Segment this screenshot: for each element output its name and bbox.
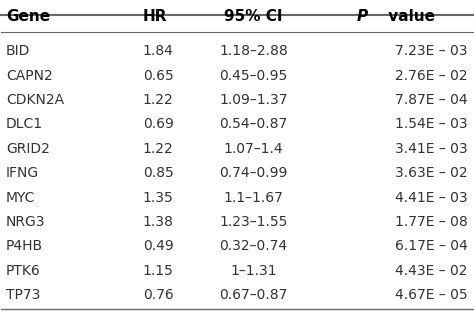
Text: 3.63E – 02: 3.63E – 02 bbox=[395, 166, 468, 180]
Text: 7.87E – 04: 7.87E – 04 bbox=[395, 93, 468, 107]
Text: 0.67–0.87: 0.67–0.87 bbox=[219, 288, 288, 302]
Text: 0.69: 0.69 bbox=[143, 117, 173, 131]
Text: 1.07–1.4: 1.07–1.4 bbox=[224, 142, 283, 156]
Text: HR: HR bbox=[143, 9, 167, 24]
Text: 1.22: 1.22 bbox=[143, 93, 173, 107]
Text: value: value bbox=[383, 9, 435, 24]
Text: 1.15: 1.15 bbox=[143, 264, 173, 278]
Text: 7.23E – 03: 7.23E – 03 bbox=[395, 44, 468, 58]
Text: DLC1: DLC1 bbox=[6, 117, 43, 131]
Text: CAPN2: CAPN2 bbox=[6, 69, 53, 83]
Text: P: P bbox=[357, 9, 368, 24]
Text: 0.74–0.99: 0.74–0.99 bbox=[219, 166, 288, 180]
Text: TP73: TP73 bbox=[6, 288, 40, 302]
Text: 0.76: 0.76 bbox=[143, 288, 173, 302]
Text: 2.76E – 02: 2.76E – 02 bbox=[395, 69, 468, 83]
Text: 1.54E – 03: 1.54E – 03 bbox=[395, 117, 468, 131]
Text: 1.18–2.88: 1.18–2.88 bbox=[219, 44, 288, 58]
Text: NRG3: NRG3 bbox=[6, 215, 46, 229]
Text: 6.17E – 04: 6.17E – 04 bbox=[395, 239, 468, 253]
Text: Gene: Gene bbox=[6, 9, 50, 24]
Text: P4HB: P4HB bbox=[6, 239, 43, 253]
Text: 0.32–0.74: 0.32–0.74 bbox=[219, 239, 288, 253]
Text: MYC: MYC bbox=[6, 191, 36, 204]
Text: 0.45–0.95: 0.45–0.95 bbox=[219, 69, 288, 83]
Text: CDKN2A: CDKN2A bbox=[6, 93, 64, 107]
Text: 0.85: 0.85 bbox=[143, 166, 173, 180]
Text: 1.35: 1.35 bbox=[143, 191, 173, 204]
Text: GRID2: GRID2 bbox=[6, 142, 50, 156]
Text: 0.54–0.87: 0.54–0.87 bbox=[219, 117, 288, 131]
Text: 1.09–1.37: 1.09–1.37 bbox=[219, 93, 288, 107]
Text: 1–1.31: 1–1.31 bbox=[230, 264, 277, 278]
Text: 1.23–1.55: 1.23–1.55 bbox=[219, 215, 288, 229]
Text: 4.43E – 02: 4.43E – 02 bbox=[395, 264, 468, 278]
Text: 1.22: 1.22 bbox=[143, 142, 173, 156]
Text: 3.41E – 03: 3.41E – 03 bbox=[395, 142, 468, 156]
Text: PTK6: PTK6 bbox=[6, 264, 41, 278]
Text: 0.49: 0.49 bbox=[143, 239, 173, 253]
Text: 4.67E – 05: 4.67E – 05 bbox=[395, 288, 468, 302]
Text: 1.84: 1.84 bbox=[143, 44, 173, 58]
Text: 4.41E – 03: 4.41E – 03 bbox=[395, 191, 468, 204]
Text: IFNG: IFNG bbox=[6, 166, 39, 180]
Text: 1.77E – 08: 1.77E – 08 bbox=[395, 215, 468, 229]
Text: 0.65: 0.65 bbox=[143, 69, 173, 83]
Text: 95% CI: 95% CI bbox=[224, 9, 283, 24]
Text: 1.1–1.67: 1.1–1.67 bbox=[224, 191, 283, 204]
Text: 1.38: 1.38 bbox=[143, 215, 173, 229]
Text: BID: BID bbox=[6, 44, 30, 58]
